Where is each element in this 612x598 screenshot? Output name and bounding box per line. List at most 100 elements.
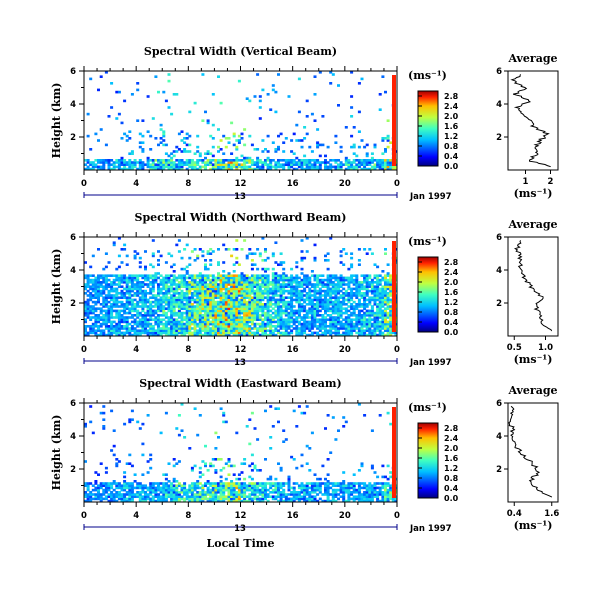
heatmap-cell — [386, 316, 390, 319]
heatmap-cell — [303, 309, 307, 313]
heatmap-cell — [159, 281, 163, 284]
heatmap-cell — [157, 325, 160, 328]
heatmap-cell — [386, 325, 390, 328]
heatmap-cell — [211, 303, 215, 306]
heatmap-cell — [104, 491, 108, 494]
heatmap-cell — [172, 493, 176, 496]
heatmap-cell — [107, 482, 111, 485]
heatmap-cell — [201, 316, 205, 319]
heatmap-cell — [117, 309, 121, 313]
heatmap-cell — [144, 320, 147, 324]
heatmap-cell — [384, 137, 387, 140]
heatmap-cell — [97, 274, 100, 277]
heatmap-cell — [363, 274, 367, 277]
heatmap-cell — [104, 318, 108, 321]
heatmap-cell — [130, 316, 134, 319]
heatmap-cell — [209, 296, 213, 299]
heatmap-cell — [297, 309, 301, 313]
heatmap-cell — [91, 316, 95, 319]
heatmap-cell — [177, 307, 181, 310]
heatmap-cell — [201, 294, 205, 297]
heatmap-cell — [110, 491, 114, 494]
heatmap-cell — [188, 281, 192, 284]
heatmap-cell — [224, 482, 228, 485]
heatmap-cell — [201, 300, 205, 304]
heatmap-cell — [227, 292, 231, 295]
heatmap-cell — [151, 331, 155, 335]
heatmap-cell — [170, 289, 174, 293]
heatmap-cell — [300, 159, 304, 162]
heatmap-cell — [217, 128, 220, 131]
heatmap-cell — [222, 270, 226, 273]
heatmap-cell — [130, 300, 134, 304]
heatmap-cell — [344, 307, 348, 310]
heatmap-cell — [175, 488, 179, 492]
heatmap-cell — [370, 289, 374, 293]
heatmap-cell — [222, 486, 226, 490]
heatmap-cell — [104, 300, 108, 304]
heatmap-cell — [177, 161, 181, 164]
heatmap-cell — [157, 300, 160, 304]
heatmap-cell — [133, 493, 137, 496]
heatmap-cell — [344, 491, 348, 494]
heatmap-cell — [337, 287, 340, 291]
heatmap-cell — [193, 486, 197, 490]
heatmap-cell — [365, 152, 369, 155]
heatmap-cell — [376, 305, 380, 308]
heatmap-cell — [164, 296, 168, 299]
heatmap-cell — [258, 493, 262, 496]
heatmap-cell — [250, 482, 254, 485]
heatmap-cell — [389, 300, 393, 304]
heatmap-cell — [99, 322, 103, 326]
heatmap-cell — [389, 165, 393, 169]
heatmap-cell — [284, 159, 288, 162]
heatmap-cell — [201, 287, 205, 291]
heatmap-cell — [84, 331, 87, 335]
heatmap-cell — [264, 285, 267, 288]
heatmap-cell — [308, 167, 312, 171]
heatmap-cell — [151, 117, 155, 120]
heatmap-cell — [110, 327, 114, 330]
heatmap-cell — [277, 320, 280, 324]
heatmap-cell — [269, 287, 273, 291]
heatmap-cell — [316, 484, 320, 487]
heatmap-cell — [363, 276, 367, 280]
heatmap-cell — [256, 163, 260, 166]
heatmap-cell — [209, 289, 213, 293]
heatmap-cell — [235, 300, 239, 304]
heatmap-cell — [313, 292, 317, 295]
heatmap-cell — [365, 484, 369, 487]
heatmap-cell — [347, 329, 351, 332]
heatmap-cell — [183, 331, 187, 335]
heatmap-cell — [217, 159, 220, 162]
heatmap-cell — [378, 320, 382, 324]
heatmap-cell — [138, 499, 142, 503]
heatmap-cell — [172, 333, 176, 337]
heatmap-cell — [337, 493, 340, 496]
heatmap-cell — [256, 488, 260, 492]
heatmap-cell — [334, 159, 338, 162]
heatmap-cell — [149, 499, 153, 503]
heatmap-cell — [219, 486, 223, 490]
heatmap-cell — [86, 307, 90, 310]
heatmap-cell — [162, 167, 166, 171]
heatmap-cell — [130, 150, 134, 153]
heatmap-cell — [357, 292, 361, 295]
heatmap-cell — [384, 311, 387, 315]
heatmap-cell — [219, 407, 223, 410]
heatmap-cell — [277, 325, 280, 328]
heatmap-cell — [159, 307, 163, 310]
heatmap-cell — [175, 333, 179, 337]
heatmap-cell — [198, 278, 202, 282]
heatmap-cell — [266, 93, 270, 96]
heatmap-cell — [352, 486, 356, 490]
heatmap-cell — [384, 148, 387, 151]
heatmap-cell — [170, 331, 174, 335]
heatmap-cell — [376, 287, 380, 291]
heatmap-cell — [240, 491, 244, 494]
heatmap-cell — [321, 289, 325, 293]
heatmap-cell — [381, 292, 385, 295]
heatmap-cell — [193, 259, 197, 262]
heatmap-cell — [138, 256, 142, 260]
heatmap-cell — [133, 278, 137, 282]
